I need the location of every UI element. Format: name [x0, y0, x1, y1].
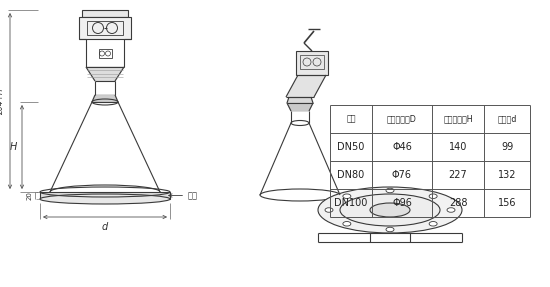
Text: DN50: DN50 [337, 142, 365, 152]
Bar [82, 10, 128, 17]
Text: d: d [102, 222, 108, 232]
Text: 法兰: 法兰 [346, 115, 356, 123]
Bar [296, 51, 328, 75]
Ellipse shape [340, 194, 440, 226]
Bar [87, 21, 123, 35]
Text: 140: 140 [449, 142, 467, 152]
Polygon shape [86, 67, 124, 81]
Ellipse shape [343, 222, 351, 226]
Text: Φ76: Φ76 [392, 170, 412, 180]
Ellipse shape [318, 187, 462, 233]
Text: DN100: DN100 [334, 198, 368, 208]
Ellipse shape [343, 194, 351, 199]
Text: 20: 20 [27, 191, 33, 200]
Ellipse shape [386, 188, 394, 193]
Text: 227: 227 [449, 170, 468, 180]
Ellipse shape [325, 208, 333, 212]
Text: 法兰: 法兰 [169, 191, 198, 200]
Text: 132: 132 [498, 170, 516, 180]
Text: 喇叭口高度H: 喇叭口高度H [443, 115, 473, 123]
Polygon shape [92, 95, 118, 102]
Ellipse shape [40, 194, 170, 204]
Ellipse shape [447, 208, 455, 212]
Text: 喇叭口直径D: 喇叭口直径D [387, 115, 417, 123]
Ellipse shape [429, 194, 437, 199]
Text: 四螺盘d: 四螺盘d [497, 115, 516, 123]
Text: Φ96: Φ96 [392, 198, 412, 208]
Polygon shape [287, 97, 313, 103]
Bar [98, 49, 112, 58]
Bar [300, 55, 324, 69]
Text: 99: 99 [501, 142, 513, 152]
Bar [40, 192, 170, 199]
Text: DN80: DN80 [337, 170, 365, 180]
Bar [79, 17, 131, 39]
Text: 156: 156 [498, 198, 516, 208]
Text: Φ46: Φ46 [392, 142, 412, 152]
Polygon shape [286, 75, 326, 97]
Text: 288: 288 [449, 198, 468, 208]
Ellipse shape [370, 203, 410, 217]
Text: H: H [10, 142, 17, 152]
Text: 204+H: 204+H [0, 88, 5, 115]
Polygon shape [287, 103, 313, 111]
Ellipse shape [386, 227, 394, 232]
Ellipse shape [429, 222, 437, 226]
